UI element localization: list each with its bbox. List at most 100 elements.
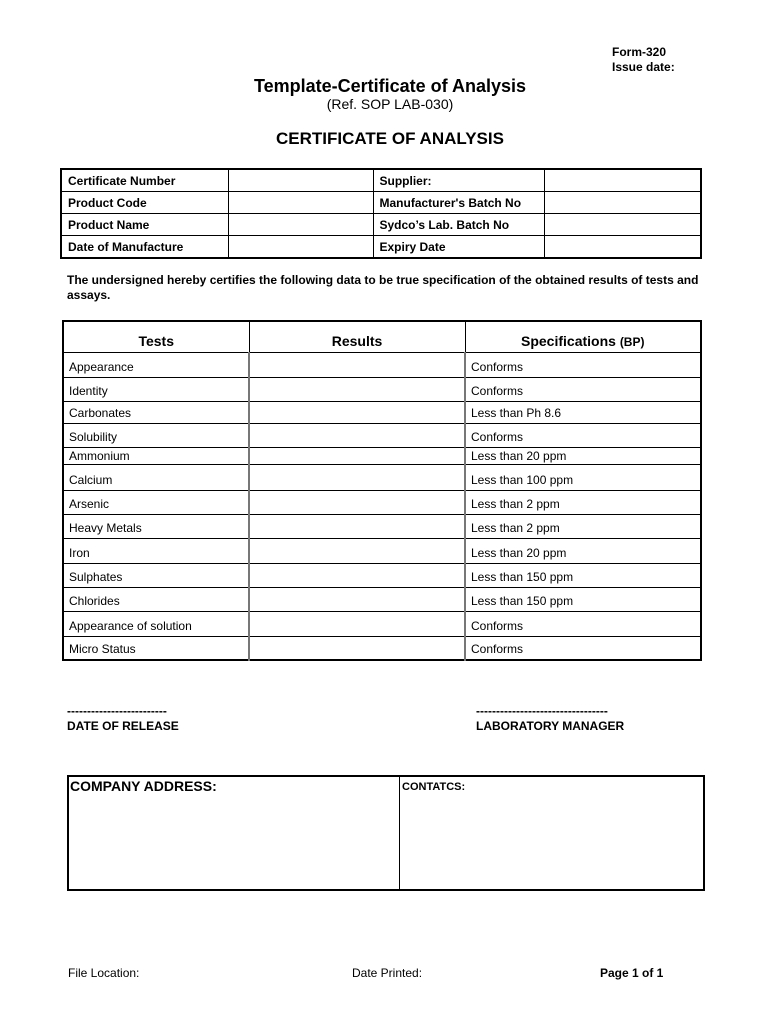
info-label: Product Name — [60, 213, 229, 236]
test-name: Micro Status — [62, 636, 250, 660]
info-value-field[interactable] — [543, 213, 702, 236]
result-field[interactable] — [248, 563, 466, 588]
test-name: Solubility — [62, 423, 250, 448]
info-value-field[interactable] — [543, 168, 702, 192]
results-header: Results — [248, 320, 466, 353]
specification: Less than 20 ppm — [464, 447, 702, 465]
test-row: Heavy Metals Less than 2 ppm — [62, 514, 702, 539]
result-field[interactable] — [248, 447, 466, 465]
result-field[interactable] — [248, 490, 466, 515]
specification: Less than 20 ppm — [464, 538, 702, 564]
test-row: Calcium Less than 100 ppm — [62, 464, 702, 491]
result-field[interactable] — [248, 636, 466, 660]
test-name: Chlorides — [62, 587, 250, 612]
specification: Less than 2 ppm — [464, 514, 702, 539]
test-row: Solubility Conforms — [62, 423, 702, 448]
info-value-field[interactable] — [227, 191, 374, 214]
tests-header-row: Tests Results Specifications (BP) — [62, 320, 702, 353]
test-row: Carbonates Less than Ph 8.6 — [62, 401, 702, 424]
test-row: Arsenic Less than 2 ppm — [62, 490, 702, 515]
info-value-field[interactable] — [227, 213, 374, 236]
manager-signature-line: --------------------------------- — [476, 704, 608, 718]
specification: Conforms — [464, 636, 702, 660]
certificate-heading: CERTIFICATE OF ANALYSIS — [276, 129, 504, 148]
test-row: Ammonium Less than 20 ppm — [62, 447, 702, 465]
info-row: Product Name Sydco’s Lab. Batch No — [60, 213, 702, 236]
result-field[interactable] — [248, 514, 466, 539]
specification: Less than 2 ppm — [464, 490, 702, 515]
release-signature-line: ------------------------- — [67, 704, 167, 718]
company-address-cell: COMPANY ADDRESS: — [69, 777, 400, 889]
test-name: Sulphates — [62, 563, 250, 588]
test-name: Heavy Metals — [62, 514, 250, 539]
info-value-field[interactable] — [543, 235, 702, 259]
spec-suffix: (BP) — [619, 335, 645, 349]
test-name: Appearance — [62, 352, 250, 378]
specification: Conforms — [464, 377, 702, 402]
result-field[interactable] — [248, 401, 466, 424]
test-name: Calcium — [62, 464, 250, 491]
info-value-field[interactable] — [543, 191, 702, 214]
test-row: Iron Less than 20 ppm — [62, 538, 702, 564]
date-of-release-block: ------------------------- DATE OF RELEAS… — [67, 704, 179, 734]
result-field[interactable] — [248, 587, 466, 612]
info-label: Certificate Number — [60, 168, 229, 192]
laboratory-manager-label: LABORATORY MANAGER — [476, 719, 625, 733]
result-field[interactable] — [248, 611, 466, 637]
result-field[interactable] — [248, 423, 466, 448]
test-name: Ammonium — [62, 447, 250, 465]
result-field[interactable] — [248, 538, 466, 564]
page-number: Page 1 of 1 — [600, 966, 664, 980]
info-label: Product Code — [60, 191, 229, 214]
specification: Conforms — [464, 423, 702, 448]
test-name: Arsenic — [62, 490, 250, 515]
test-row: Appearance of solution Conforms — [62, 611, 702, 637]
info-label: Expiry Date — [372, 235, 545, 259]
info-row: Certificate Number Supplier: — [60, 168, 702, 192]
form-number: Form-320 — [612, 45, 667, 59]
tests-table: Tests Results Specifications (BP) Appear… — [62, 320, 702, 661]
result-field[interactable] — [248, 464, 466, 491]
document-title: Template-Certificate of Analysis — [253, 76, 527, 96]
info-value-field[interactable] — [227, 168, 374, 192]
tests-header: Tests — [62, 320, 250, 353]
specification: Less than 150 ppm — [464, 563, 702, 588]
test-row: Sulphates Less than 150 ppm — [62, 563, 702, 588]
info-label: Manufacturer's Batch No — [372, 191, 545, 214]
test-row: Identity Conforms — [62, 377, 702, 402]
result-field[interactable] — [248, 352, 466, 378]
specification: Conforms — [464, 352, 702, 378]
issue-date: Issue date: — [612, 60, 675, 74]
company-address-label: COMPANY ADDRESS: — [70, 778, 217, 794]
date-of-release-label: DATE OF RELEASE — [67, 719, 179, 733]
test-name: Appearance of solution — [62, 611, 250, 637]
specifications-label: Specifications — [521, 333, 616, 349]
info-label: Date of Manufacture — [60, 235, 229, 259]
test-name: Carbonates — [62, 401, 250, 424]
specification: Conforms — [464, 611, 702, 637]
info-label: Sydco’s Lab. Batch No — [372, 213, 545, 236]
test-row: Micro Status Conforms — [62, 636, 702, 660]
info-value-field[interactable] — [227, 235, 374, 259]
info-table: Certificate Number Supplier: Product Cod… — [60, 168, 702, 259]
test-row: Appearance Conforms — [62, 352, 702, 378]
test-name: Iron — [62, 538, 250, 564]
file-location: File Location: — [68, 966, 140, 980]
date-printed: Date Printed: — [352, 966, 423, 980]
form-info: Form-320 Issue date: — [612, 45, 675, 75]
result-field[interactable] — [248, 377, 466, 402]
test-row: Chlorides Less than 150 ppm — [62, 587, 702, 612]
address-box: COMPANY ADDRESS: CONTATCS: — [67, 775, 705, 891]
contacts-label: CONTATCS: — [402, 781, 466, 793]
test-name: Identity — [62, 377, 250, 402]
info-row: Product Code Manufacturer's Batch No — [60, 191, 702, 214]
specifications-header: Specifications (BP) — [464, 320, 702, 353]
info-row: Date of Manufacture Expiry Date — [60, 235, 702, 259]
certification-statement: The undersigned hereby certifies the fol… — [67, 273, 699, 302]
lab-manager-block: --------------------------------- LABORA… — [476, 704, 624, 734]
specification: Less than Ph 8.6 — [464, 401, 702, 424]
sop-reference: (Ref. SOP LAB-030) — [326, 96, 454, 112]
specification: Less than 100 ppm — [464, 464, 702, 491]
specification: Less than 150 ppm — [464, 587, 702, 612]
